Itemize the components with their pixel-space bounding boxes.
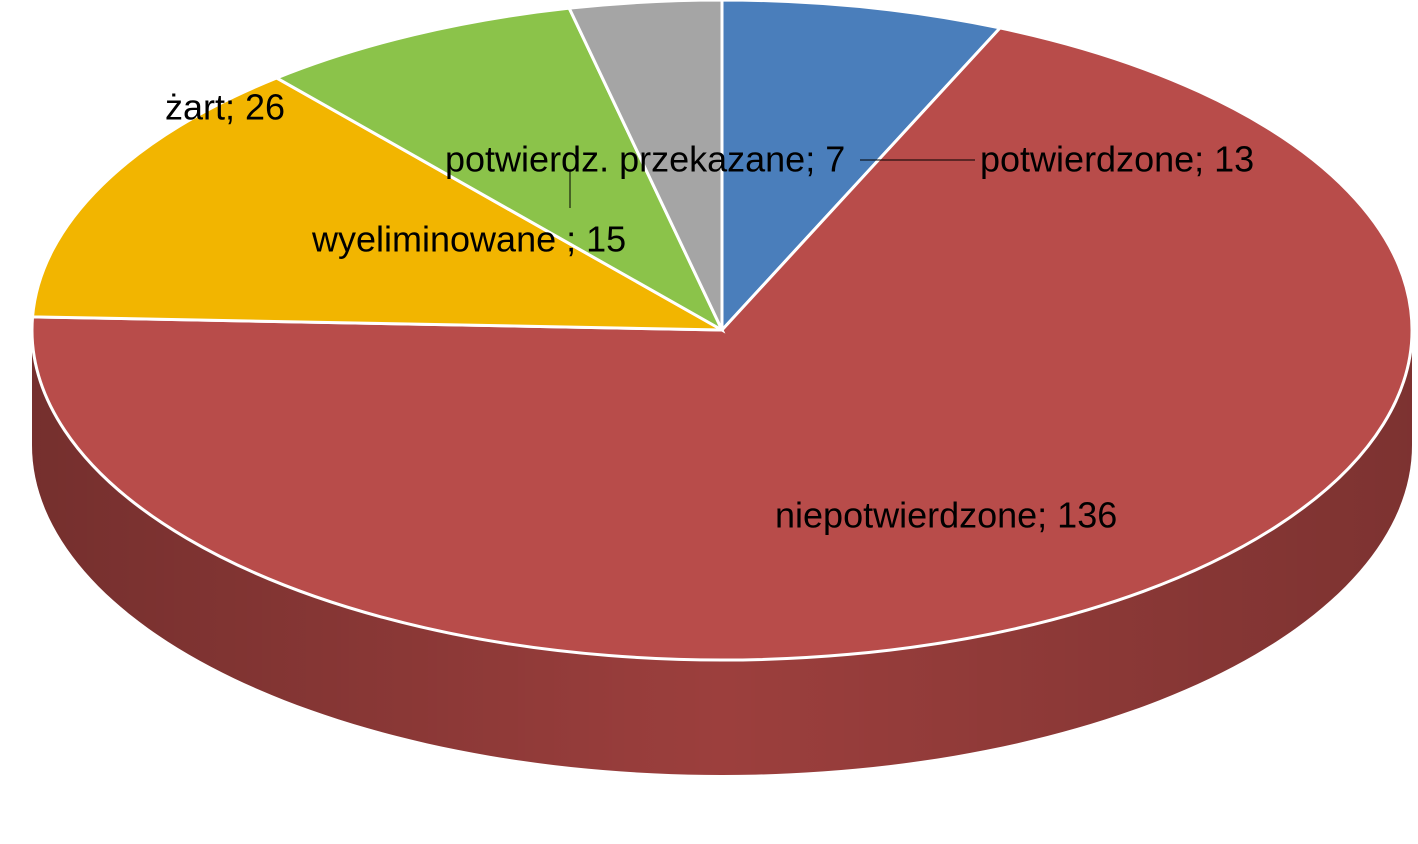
labels: potwierdzone; 13 niepotwierdzone; 136 żart… <box>165 87 1254 536</box>
slice <box>273 6 726 334</box>
data-label: potwierdzone; 13 <box>980 139 1254 180</box>
side-shade <box>32 330 1412 775</box>
pie <box>30 0 1414 775</box>
data-label: niepotwierdzone; 136 <box>775 495 1117 536</box>
data-label: potwierdz. przekazane; 7 <box>445 139 845 180</box>
slice <box>30 26 1414 662</box>
data-label: żart; 26 <box>165 87 285 128</box>
data-label: wyeliminowane ; 15 <box>311 219 626 260</box>
slice <box>566 0 724 331</box>
slice <box>30 76 723 332</box>
slice <box>720 0 1003 334</box>
